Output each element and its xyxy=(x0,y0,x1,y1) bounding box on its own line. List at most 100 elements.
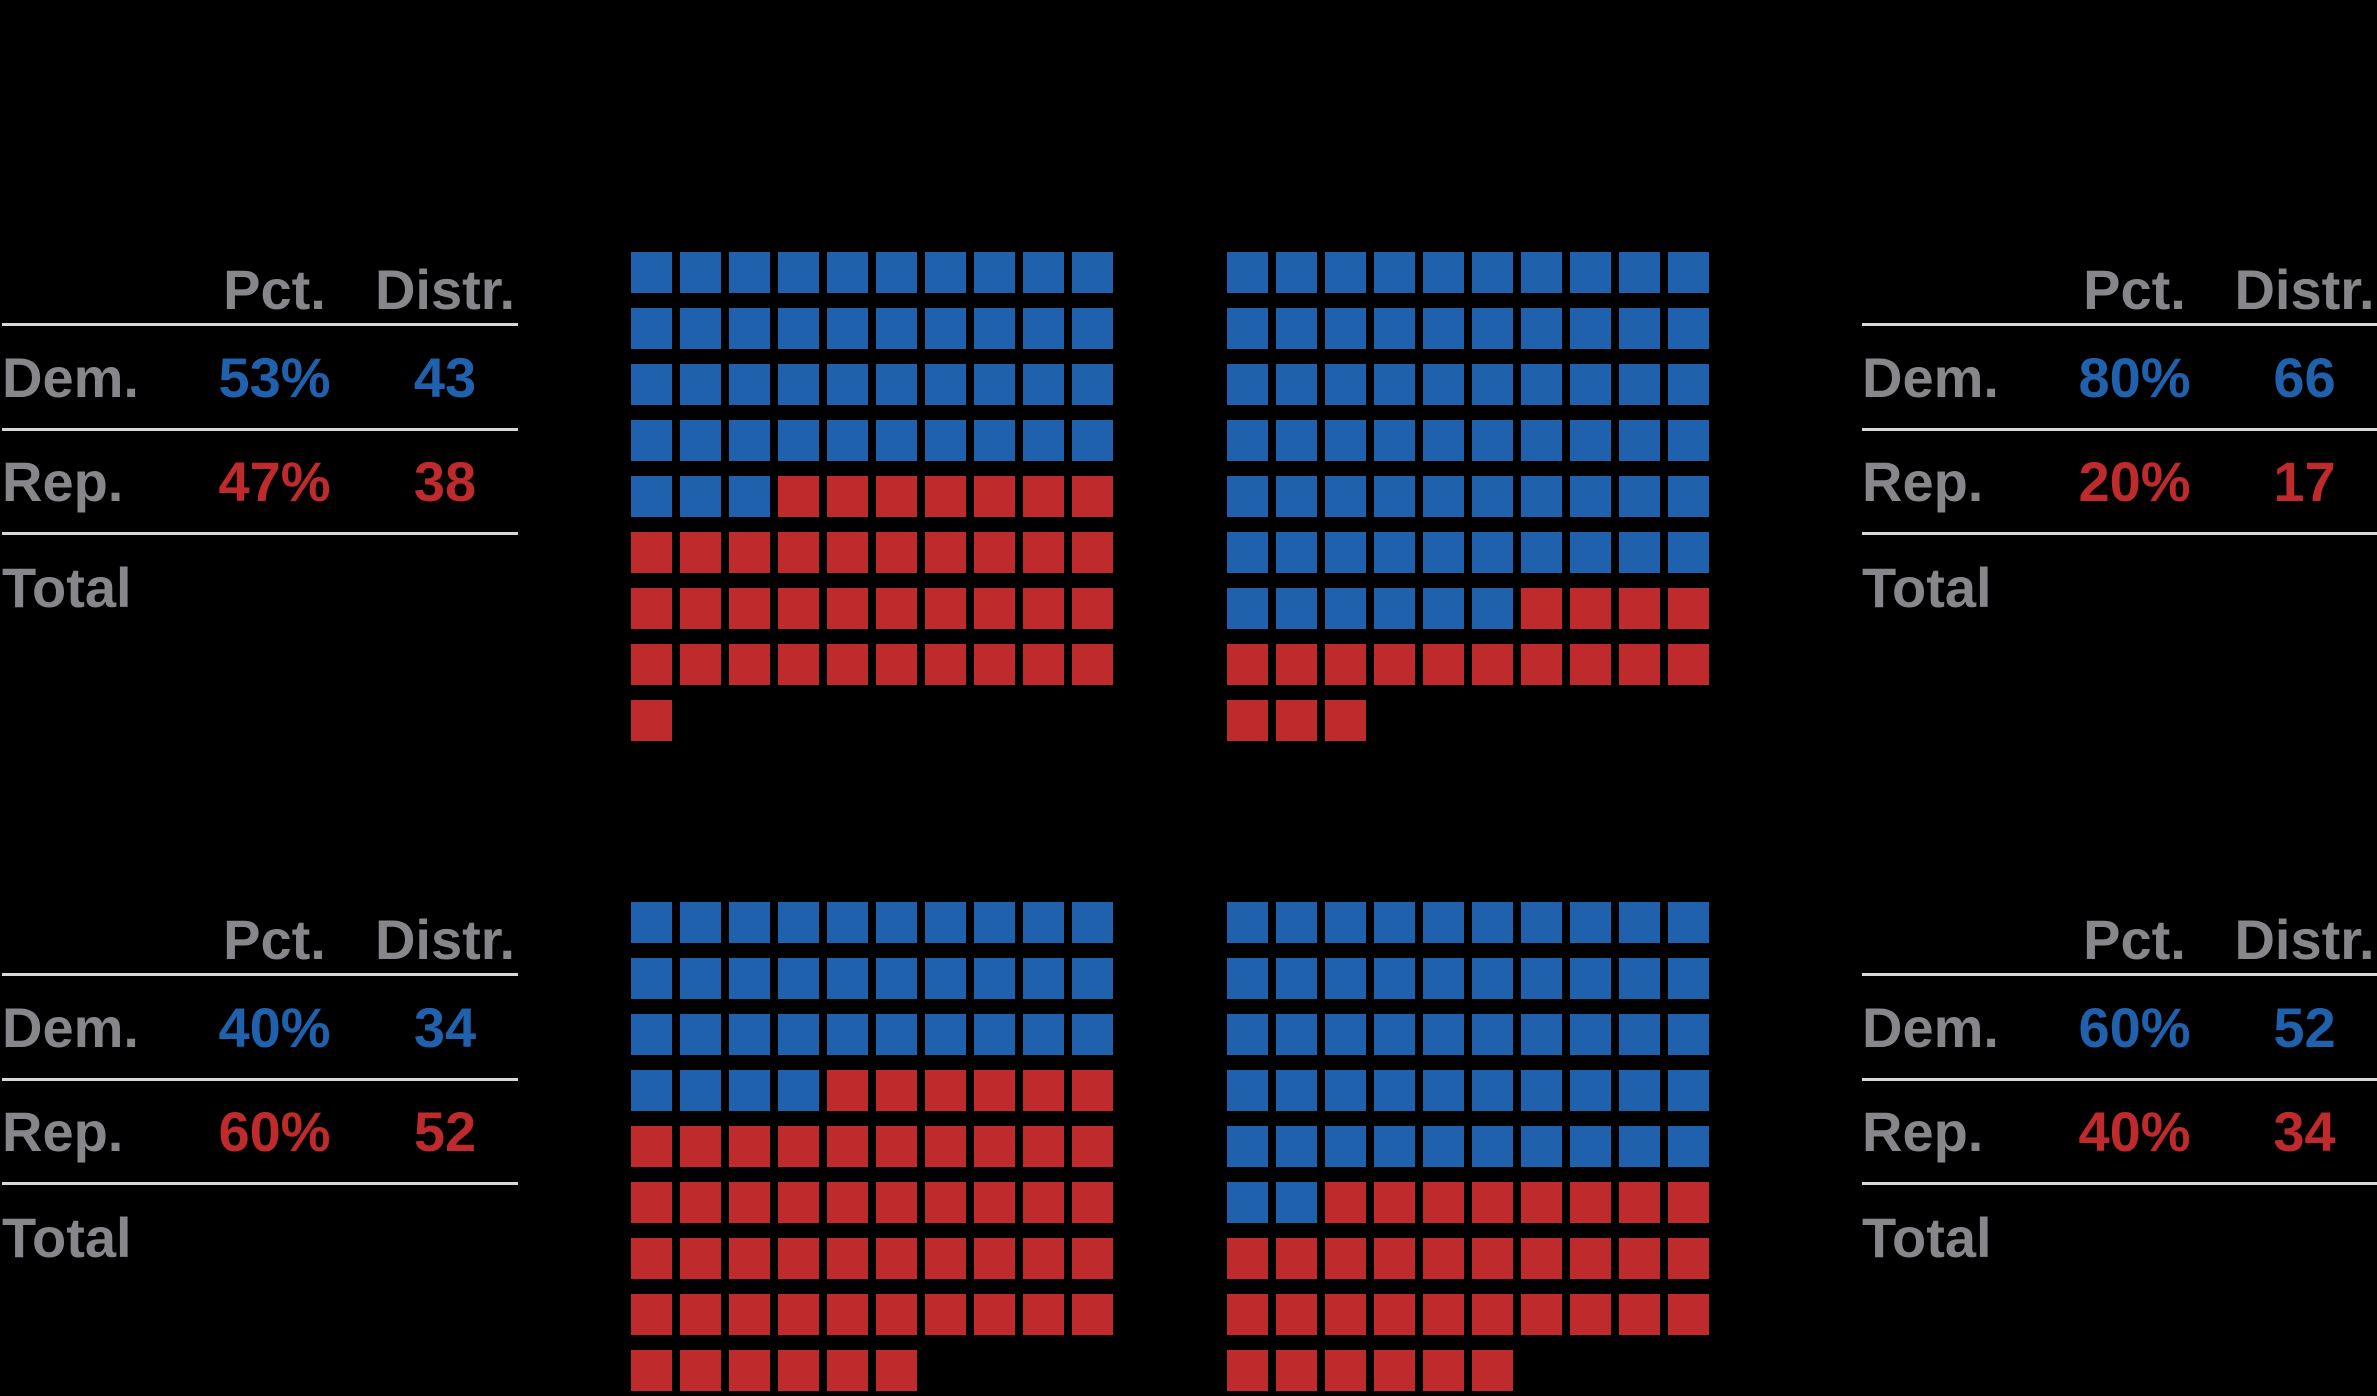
waffle-cell-dem xyxy=(876,252,917,293)
waffle-cell-rep xyxy=(778,1182,819,1223)
waffle-cell-dem xyxy=(729,252,770,293)
waffle-cell-dem xyxy=(1619,476,1660,517)
waffle-cell-rep xyxy=(1668,588,1709,629)
waffle-cell-dem xyxy=(1072,420,1113,461)
waffle-cell-dem xyxy=(680,1070,721,1111)
waffle-cell-rep xyxy=(1472,644,1513,685)
waffle-cell-rep xyxy=(1276,1294,1317,1335)
waffle-cell-rep xyxy=(1072,1070,1113,1111)
waffle-cell-dem xyxy=(1521,1014,1562,1055)
waffle-cell-dem xyxy=(925,364,966,405)
waffle-cell-dem xyxy=(1423,476,1464,517)
waffle-cell-dem xyxy=(1227,1014,1268,1055)
total-label: Total xyxy=(1862,556,1992,619)
waffle-cell-rep xyxy=(876,1238,917,1279)
waffle-cell-rep xyxy=(974,476,1015,517)
waffle-cell-rep xyxy=(1072,476,1113,517)
rep-row: Rep. 20% 17 xyxy=(1862,431,2377,535)
rep-row: Rep. 60% 52 xyxy=(2,1081,518,1185)
total-pct-cell xyxy=(2037,535,2232,640)
waffle-cell-dem xyxy=(876,902,917,943)
waffle-cell-dem xyxy=(1325,1126,1366,1167)
waffle-cell-dem xyxy=(680,1014,721,1055)
waffle-cell-rep xyxy=(974,588,1015,629)
waffle-cell-dem xyxy=(1374,588,1415,629)
rep-districts-value: 17 xyxy=(2273,450,2336,513)
rep-pct-value: 20% xyxy=(2078,450,2191,513)
waffle-cell-dem xyxy=(1023,958,1064,999)
dem-districts-value: 34 xyxy=(413,995,477,1059)
waffle-cell-dem xyxy=(1668,902,1709,943)
waffle-cell-rep xyxy=(1521,588,1562,629)
rep-label: Rep. xyxy=(1862,1100,1984,1163)
waffle-cell-dem xyxy=(1472,958,1513,999)
waffle-cell-rep xyxy=(974,644,1015,685)
waffle-cell-rep xyxy=(876,644,917,685)
waffle-cell-dem xyxy=(1521,364,1562,405)
waffle-cell-dem xyxy=(1325,476,1366,517)
waffle-cell-rep xyxy=(1227,644,1268,685)
waffle-cell-dem xyxy=(1325,958,1366,999)
total-row: Total xyxy=(1862,1185,2377,1290)
waffle-cell-dem xyxy=(1227,1070,1268,1111)
waffle-cell-dem xyxy=(1668,420,1709,461)
waffle-cell-dem xyxy=(1472,1014,1513,1055)
total-districts-cell xyxy=(2232,535,2377,640)
waffle-cell-rep xyxy=(876,588,917,629)
waffle-cell-rep xyxy=(1472,1238,1513,1279)
waffle-cell-dem xyxy=(1570,958,1611,999)
waffle-cell-dem xyxy=(974,1014,1015,1055)
waffle-cell-dem xyxy=(827,902,868,943)
waffle-cell-rep xyxy=(876,1350,917,1391)
waffle-cell-rep xyxy=(1423,644,1464,685)
waffle-cell-rep xyxy=(631,532,672,573)
waffle-cell-dem xyxy=(1619,252,1660,293)
dem-label: Dem. xyxy=(2,995,139,1059)
waffle-cell-dem xyxy=(729,958,770,999)
rep-label: Rep. xyxy=(1862,450,1984,513)
waffle-cell-dem xyxy=(1374,420,1415,461)
waffle-cell-dem xyxy=(1668,1014,1709,1055)
waffle-cell-rep xyxy=(1423,1350,1464,1391)
waffle-cell-rep xyxy=(1619,1294,1660,1335)
waffle-cell-rep xyxy=(925,1182,966,1223)
waffle-cell-rep xyxy=(778,476,819,517)
waffle-cell-rep xyxy=(1072,1182,1113,1223)
waffle-cell-dem xyxy=(729,1070,770,1111)
waffle-cell-dem xyxy=(1521,958,1562,999)
waffle-cell-rep xyxy=(876,1294,917,1335)
waffle-cell-rep xyxy=(974,1182,1015,1223)
waffle-cell-rep xyxy=(1472,1350,1513,1391)
waffle-cell-rep xyxy=(1227,700,1268,741)
waffle-cell-dem xyxy=(631,420,672,461)
dem-row: Dem. 80% 66 xyxy=(1862,326,2377,431)
pct-column-header: Pct. xyxy=(2083,907,2186,971)
waffle-cell-dem xyxy=(1423,420,1464,461)
waffle-cell-rep xyxy=(680,532,721,573)
waffle-cell-rep xyxy=(729,1294,770,1335)
waffle-cell-dem xyxy=(1570,476,1611,517)
waffle-cell-dem xyxy=(729,364,770,405)
waffle-cell-dem xyxy=(1423,1126,1464,1167)
rep-label: Rep. xyxy=(2,450,124,513)
waffle-cell-rep xyxy=(729,532,770,573)
dem-row: Dem. 53% 43 xyxy=(2,326,518,431)
waffle-cell-rep xyxy=(680,644,721,685)
waffle-cell-rep xyxy=(1619,644,1660,685)
waffle-cell-dem xyxy=(1423,308,1464,349)
waffle-cell-rep xyxy=(925,1238,966,1279)
waffle-cell-dem xyxy=(1472,1070,1513,1111)
waffle-cell-rep xyxy=(1374,1238,1415,1279)
waffle-cell-dem xyxy=(680,902,721,943)
dem-row: Dem. 60% 52 xyxy=(1862,976,2377,1081)
waffle-cell-dem xyxy=(1374,1070,1415,1111)
waffle-cell-rep xyxy=(680,1294,721,1335)
waffle-cell-rep xyxy=(1570,644,1611,685)
waffle-cell-dem xyxy=(1276,420,1317,461)
waffle-cell-dem xyxy=(1619,1014,1660,1055)
waffle-cell-dem xyxy=(1619,364,1660,405)
waffle-cell-rep xyxy=(1423,1238,1464,1279)
waffle-cell-dem xyxy=(876,364,917,405)
waffle-cell-rep xyxy=(1276,644,1317,685)
waffle-cell-dem xyxy=(729,476,770,517)
